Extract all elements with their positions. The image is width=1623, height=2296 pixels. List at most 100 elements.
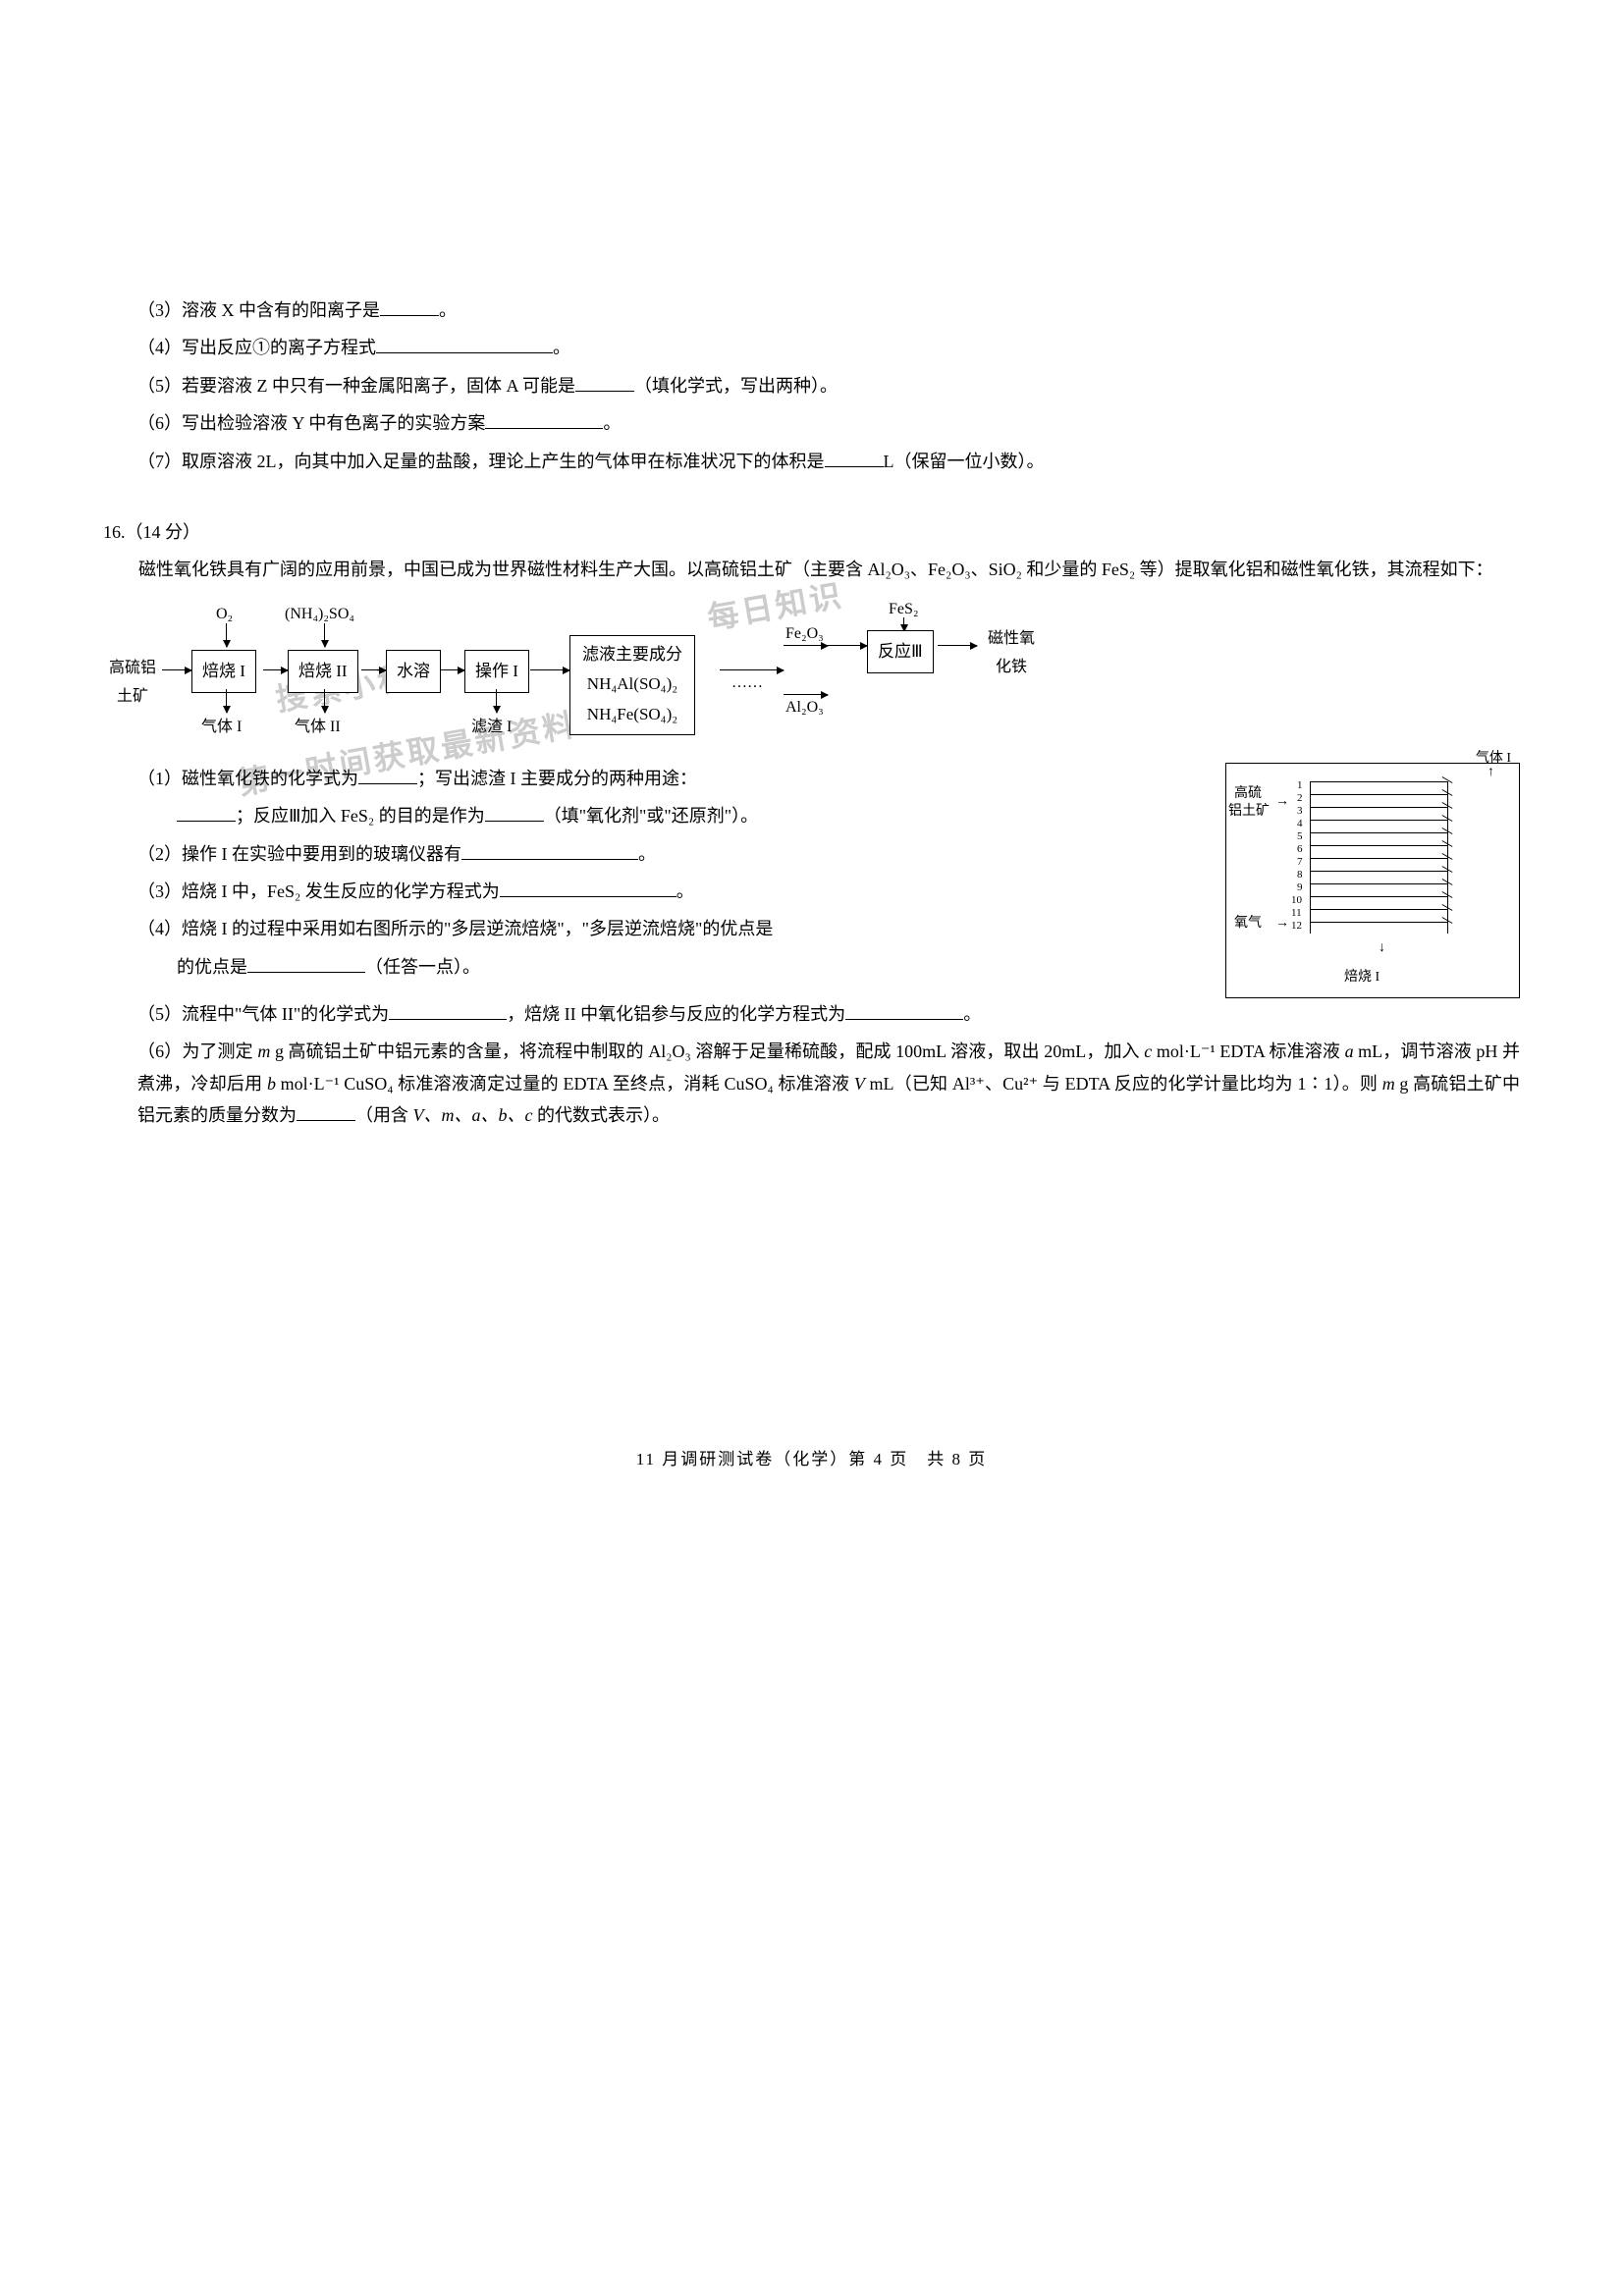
q16-p4-end: （任答一点）。 xyxy=(365,957,480,977)
q16-p6: （6）为了测定 m g 高硫铝土矿中铝元素的含量，将流程中制取的 Al₂O₃ 溶… xyxy=(103,1036,1520,1131)
blank xyxy=(845,1000,963,1020)
blank xyxy=(485,802,544,822)
q16-p4-a: （4）焙烧 I 的过程中采用如右图所示的"多层逆流焙烧"，"多层逆流焙烧"的优点… xyxy=(137,919,773,938)
q16-p3-end: 。 xyxy=(676,881,694,901)
blank xyxy=(358,765,417,784)
q16-p3: （3）焙烧 I 中，FeS₂ 发生反应的化学方程式为 。 xyxy=(103,876,1196,907)
q16-p6-d: mol·L⁻¹ CuSO₄ 标准溶液滴定过量的 EDTA 至终点，消耗 CuSO… xyxy=(276,1074,854,1094)
flowchart: 高硫铝土矿 O₂ 焙烧 I 气体 I (NH₄)₂SO₄ 焙烧 II 气体 II… xyxy=(103,606,1520,743)
q15-p7-end: L（保留一位小数）。 xyxy=(884,452,1045,471)
var-b: b xyxy=(267,1074,276,1094)
ladder-rungs xyxy=(1310,781,1447,934)
flow-box3: 水溶 xyxy=(386,650,441,694)
flow-fe2o3: Fe₂O₃ xyxy=(785,620,824,649)
flow-gas2: 气体 II xyxy=(295,714,341,742)
q16-flex-section: （1）磁性氧化铁的化学式为 ；写出滤渣 I 主要成分的两种用途： ；反应Ⅲ加入 F… xyxy=(103,763,1520,998)
question-16: 16.（14 分） 磁性氧化铁具有广阔的应用前景，中国已成为世界磁性材料生产大国… xyxy=(103,516,1520,1131)
q16-p5-b: ，焙烧 II 中氧化铝参与反应的化学方程式为 xyxy=(507,1004,845,1024)
q16-p6-h: 的代数式表示）。 xyxy=(532,1105,670,1125)
q16-p5: （5）流程中"气体 II"的化学式为 ，焙烧 II 中氧化铝参与反应的化学方程式为… xyxy=(103,998,1520,1030)
q16-p3-a: （3）焙烧 I 中，FeS₂ 发生反应的化学方程式为 xyxy=(137,881,500,901)
flow-o2: O₂ xyxy=(216,601,233,629)
blank xyxy=(389,1000,507,1020)
q15-p6: （6）写出检验溶液 Y 中有色离子的实验方案 。 xyxy=(103,407,1520,439)
flow-gas1: 气体 I xyxy=(201,714,242,742)
flow-filter1: 滤渣 I xyxy=(471,714,512,742)
diagram-roast-label: 焙烧 I xyxy=(1344,965,1380,989)
blank xyxy=(380,296,439,316)
flow-nh4so4: (NH₄)₂SO₄ xyxy=(285,601,354,629)
flow-input: 高硫铝土矿 xyxy=(103,655,162,712)
q16-p1-a: （1）磁性氧化铁的化学式为 xyxy=(137,769,358,788)
q15-p3: （3）溶液 X 中含有的阳离子是 。 xyxy=(103,294,1520,326)
flow-output: 磁性氧化铁 xyxy=(982,625,1041,682)
blank xyxy=(825,448,884,467)
q16-p6-e: mL（已知 Al³⁺、Cu²⁺ 与 EDTA 反应的化学计量比均为 1∶1）。则 xyxy=(865,1074,1382,1094)
blank xyxy=(500,878,676,897)
q16-p2-a: （2）操作 I 在实验中要用到的玻璃仪器有 xyxy=(137,844,461,864)
q16-p1-d: （填"氧化剂"或"还原剂"）。 xyxy=(544,806,758,826)
arrow-right-icon: → xyxy=(1275,911,1289,935)
q16-p5-a: （5）流程中"气体 II"的化学式为 xyxy=(137,1004,389,1024)
q16-header: 16.（14 分） xyxy=(103,516,1520,548)
q15-p5: （5）若要溶液 Z 中只有一种金属阳离子，固体 A 可能是 （填化学式，写出两种）… xyxy=(103,370,1520,401)
var-m2: m xyxy=(1382,1074,1395,1094)
q15-p6-end: 。 xyxy=(603,413,621,433)
flow-dots: …… xyxy=(731,669,763,698)
blank xyxy=(575,372,634,392)
var-m: m xyxy=(257,1041,270,1061)
blank xyxy=(177,802,236,822)
blank xyxy=(247,953,365,973)
q16-p1-b: ；写出滤渣 I 主要成分的两种用途： xyxy=(417,769,697,788)
diagram-ore-label2: 铝土矿 xyxy=(1228,799,1270,824)
q15-p4-end: 。 xyxy=(553,338,570,357)
page-footer: 11 月调研测试卷（化学）第 4 页 共 8 页 xyxy=(103,1445,1520,1475)
q16-p6-a2: g 高硫铝土矿中铝元素的含量，将流程中制取的 Al₂O₃ 溶解于足量稀硫酸，配成… xyxy=(270,1041,1144,1061)
q16-p6-b: mol·L⁻¹ EDTA 标准溶液 xyxy=(1152,1041,1344,1061)
q16-p1-cont: ；反应Ⅲ加入 FeS₂ 的目的是作为 （填"氧化剂"或"还原剂"）。 xyxy=(103,800,1196,831)
arrow-right-icon: → xyxy=(1275,789,1289,814)
q15-p7-text: （7）取原溶液 2L，向其中加入足量的盐酸，理论上产生的气体甲在标准状况下的体积… xyxy=(137,452,825,471)
q16-p5-end: 。 xyxy=(963,1004,981,1024)
q15-p3-end: 。 xyxy=(439,300,457,320)
q16-p4-cont: 的优点是 （任答一点）。 xyxy=(103,951,1196,983)
flow-box2: 焙烧 II xyxy=(288,650,358,694)
flow-box6: 反应Ⅲ xyxy=(867,630,934,674)
q16-p6-a: （6）为了测定 xyxy=(137,1041,257,1061)
q16-p4-prefix: 的优点是 xyxy=(177,957,247,977)
question-15-continued: （3）溶液 X 中含有的阳离子是。 （4）写出反应①的离子方程式。 （5）若要溶… xyxy=(103,294,1520,477)
q16-right-diagram: 气体 I ↑ 高硫 铝土矿 → 1 2 3 4 5 6 7 xyxy=(1225,763,1520,998)
q16-p4: （4）焙烧 I 的过程中采用如右图所示的"多层逆流焙烧"，"多层逆流焙烧"的优点… xyxy=(103,913,1196,944)
q16-p2-end: 。 xyxy=(638,844,656,864)
q16-p1-c: ；反应Ⅲ加入 FeS₂ 的目的是作为 xyxy=(236,806,485,826)
q15-p6-text: （6）写出检验溶液 Y 中有色离子的实验方案 xyxy=(137,413,485,433)
flow-box5-l1: 滤液主要成分 xyxy=(582,640,682,670)
q16-p6-g: （用含 xyxy=(355,1105,413,1125)
flow-box5-l3: NH₄Fe(SO₄)₂ xyxy=(582,700,682,730)
flow-box1: 焙烧 I xyxy=(191,650,256,694)
roasting-diagram: 气体 I ↑ 高硫 铝土矿 → 1 2 3 4 5 6 7 xyxy=(1225,763,1520,998)
blank xyxy=(485,409,603,429)
var-a: a xyxy=(1345,1041,1354,1061)
blank xyxy=(297,1101,355,1121)
flow-box5: 滤液主要成分 NH₄Al(SO₄)₂ NH₄Fe(SO₄)₂ xyxy=(569,635,695,735)
q15-p4: （4）写出反应①的离子方程式 。 xyxy=(103,332,1520,363)
q16-p2: （2）操作 I 在实验中要用到的玻璃仪器有 。 xyxy=(103,838,1196,870)
blank xyxy=(461,840,638,860)
q16-left-col: （1）磁性氧化铁的化学式为 ；写出滤渣 I 主要成分的两种用途： ；反应Ⅲ加入 F… xyxy=(103,763,1196,988)
q15-p4-text: （4）写出反应①的离子方程式 xyxy=(137,338,376,357)
flow-al2o3: Al₂O₃ xyxy=(785,694,824,722)
arrow-up-icon: ↑ xyxy=(1488,760,1494,784)
q15-p3-text: （3）溶液 X 中含有的阳离子是 xyxy=(137,300,380,320)
blank xyxy=(376,335,553,354)
q16-p1: （1）磁性氧化铁的化学式为 ；写出滤渣 I 主要成分的两种用途： xyxy=(103,763,1196,794)
q16-intro: 磁性氧化铁具有广阔的应用前景，中国已成为世界磁性材料生产大国。以高硫铝土矿（主要… xyxy=(103,554,1520,585)
flow-box5-l2: NH₄Al(SO₄)₂ xyxy=(582,669,682,700)
q15-p5-end: （填化学式，写出两种）。 xyxy=(634,376,838,396)
q15-p7: （7）取原溶液 2L，向其中加入足量的盐酸，理论上产生的气体甲在标准状况下的体积… xyxy=(103,446,1520,477)
diagram-o2-label: 氧气 xyxy=(1234,911,1262,935)
var-v: V xyxy=(854,1074,865,1094)
flow-box4: 操作 I xyxy=(464,650,529,694)
arrow-down-icon: ↓ xyxy=(1379,935,1385,960)
q15-p5-text: （5）若要溶液 Z 中只有一种金属阳离子，固体 A 可能是 xyxy=(137,376,575,396)
